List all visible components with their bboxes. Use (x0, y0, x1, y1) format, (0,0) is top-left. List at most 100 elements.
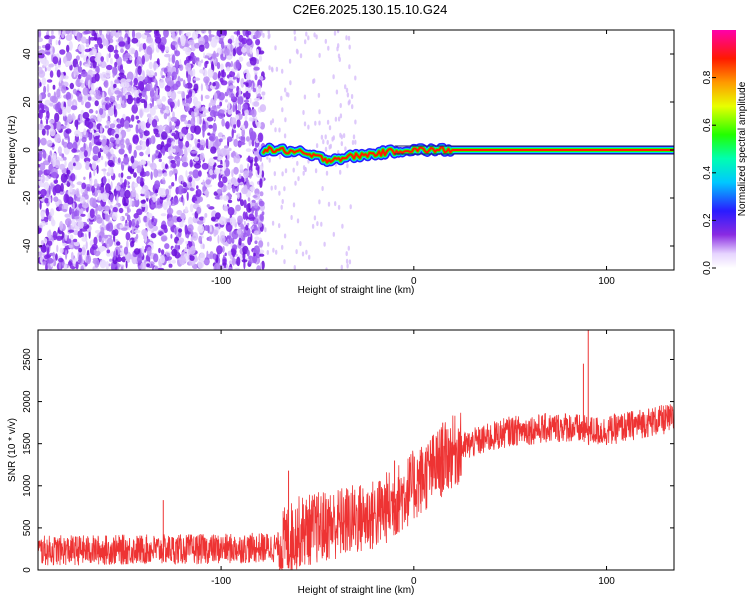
noise-speckle (144, 190, 151, 199)
noise-speckle (44, 51, 51, 55)
noise-speckle (223, 149, 230, 156)
noise-speckle (52, 251, 55, 259)
noise-speckle (243, 99, 250, 103)
noise-speckle (45, 43, 51, 51)
noise-speckle (120, 216, 123, 221)
noise-speckle (231, 169, 234, 178)
noise-speckle (126, 214, 131, 222)
noise-speckle (146, 104, 151, 110)
noise-speckle (138, 265, 141, 270)
noise-speckle (44, 197, 49, 204)
noise-speckle (345, 251, 348, 257)
noise-speckle (187, 182, 190, 189)
noise-speckle (69, 64, 73, 71)
noise-speckle (224, 252, 227, 257)
noise-speckle (41, 77, 47, 86)
noise-speckle (136, 56, 142, 66)
noise-speckle (131, 189, 137, 198)
noise-speckle (169, 214, 173, 219)
noise-speckle (92, 257, 99, 262)
noise-speckle (84, 101, 91, 109)
noise-speckle (171, 71, 177, 80)
noise-speckle (100, 71, 107, 82)
noise-speckle (39, 201, 42, 210)
snr-x-ticks: -100 0 100 (211, 330, 615, 587)
noise-speckle (295, 48, 299, 54)
noise-speckle (56, 121, 62, 132)
noise-speckle (186, 147, 191, 151)
noise-speckle (350, 94, 354, 99)
noise-speckle (99, 108, 104, 115)
noise-speckle (105, 69, 111, 79)
colorbar-label: Normalized spectral amplitude (737, 81, 748, 216)
noise-speckle (120, 176, 123, 185)
noise-speckle (116, 241, 121, 246)
noise-speckle (131, 162, 137, 169)
noise-speckle (266, 154, 269, 160)
noise-speckle (67, 113, 73, 123)
noise-speckle (56, 69, 61, 78)
noise-speckle (228, 147, 232, 152)
noise-speckle (166, 137, 172, 148)
noise-speckle (245, 72, 251, 81)
noise-speckle (41, 245, 47, 251)
noise-speckle (187, 216, 193, 227)
noise-speckle (92, 145, 100, 155)
noise-speckle (94, 32, 98, 41)
noise-speckle (207, 68, 214, 78)
noise-speckle (259, 253, 265, 257)
noise-speckle (118, 207, 124, 214)
noise-speckle (247, 222, 250, 226)
noise-speckle (349, 204, 352, 210)
noise-speckle (337, 116, 341, 122)
noise-speckle (269, 120, 273, 126)
noise-speckle (49, 128, 56, 137)
noise-speckle (54, 159, 61, 169)
noise-speckle (38, 224, 43, 228)
noise-speckle (73, 229, 79, 236)
noise-speckle (51, 30, 54, 35)
noise-speckle (87, 79, 91, 89)
noise-speckle (228, 85, 236, 89)
noise-speckle (144, 94, 148, 102)
noise-speckle (80, 71, 88, 78)
noise-speckle (143, 130, 150, 137)
noise-speckle (160, 255, 165, 264)
noise-speckle (213, 35, 220, 43)
noise-speckle (50, 183, 53, 190)
noise-speckle (254, 30, 262, 39)
noise-speckle (90, 30, 93, 36)
noise-speckle (160, 69, 163, 77)
noise-speckle (42, 59, 49, 67)
noise-speckle (114, 90, 121, 95)
noise-speckle (235, 114, 240, 120)
noise-speckle (220, 40, 225, 50)
y-tick-label: 2500 (22, 348, 33, 371)
noise-speckle (196, 115, 200, 125)
noise-speckle (146, 46, 153, 55)
noise-speckle (190, 230, 194, 236)
noise-speckle (204, 213, 208, 218)
noise-speckle (257, 84, 262, 94)
noise-speckle (315, 34, 318, 40)
noise-speckle (145, 170, 150, 177)
noise-speckle (150, 217, 158, 226)
noise-speckle (345, 35, 348, 41)
colorbar-ticks: 0.0 0.2 0.4 0.6 0.8 (702, 70, 716, 275)
noise-speckle (170, 234, 173, 239)
noise-speckle (79, 196, 86, 204)
noise-speckle (135, 115, 139, 120)
noise-speckle (166, 252, 171, 257)
noise-speckle (59, 74, 62, 84)
noise-speckle (185, 32, 192, 37)
noise-speckle (305, 249, 308, 255)
noise-speckle (283, 233, 287, 239)
noise-speckle (61, 33, 65, 39)
noise-speckle (70, 105, 78, 111)
noise-speckle (153, 168, 159, 178)
noise-speckle (116, 137, 120, 145)
noise-speckle (123, 120, 130, 130)
noise-speckle (120, 117, 125, 128)
noise-speckle (99, 259, 107, 269)
noise-speckle (134, 97, 137, 108)
